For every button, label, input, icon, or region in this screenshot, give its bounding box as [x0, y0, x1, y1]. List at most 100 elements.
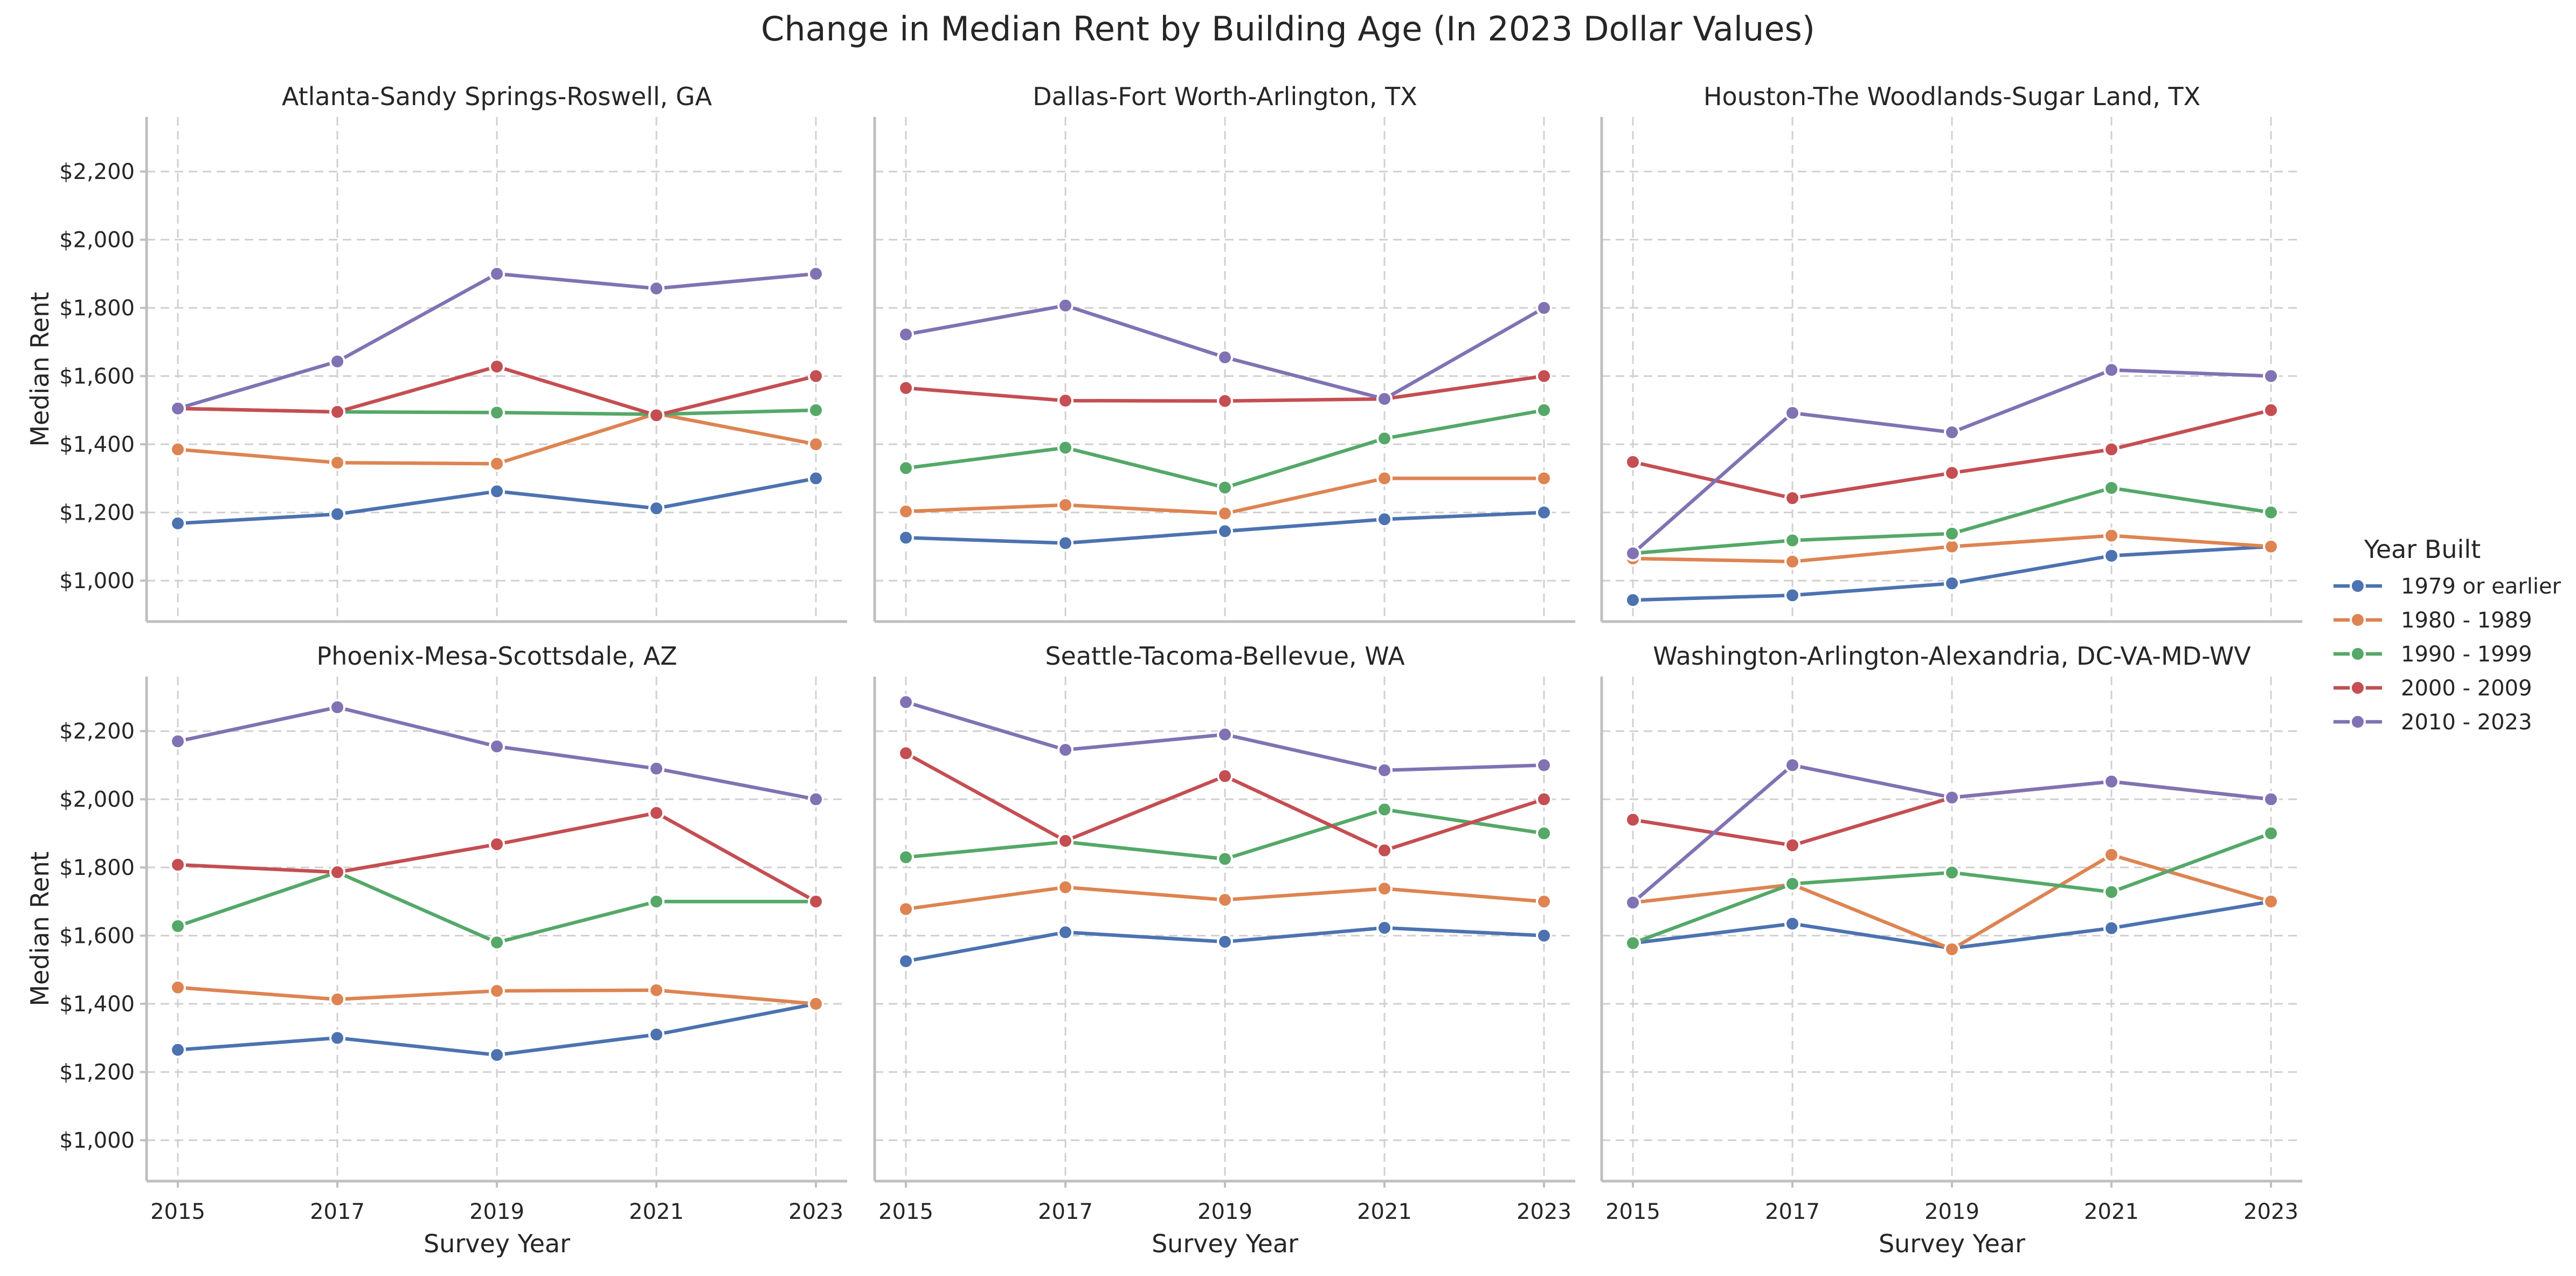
x-tick-label: 2019 — [1924, 1199, 1979, 1224]
panel-title: Seattle-Tacoma-Bellevue, WA — [1045, 642, 1405, 671]
data-point — [1376, 762, 1393, 778]
legend-label: 1980 - 1989 — [2401, 608, 2532, 633]
data-point — [1217, 934, 1233, 950]
data-point — [1944, 789, 1960, 806]
data-point — [1217, 892, 1233, 908]
data-point — [2103, 773, 2120, 790]
data-point — [1376, 920, 1393, 936]
gridlines — [147, 117, 847, 622]
data-point — [1376, 880, 1393, 897]
data-point — [329, 699, 345, 715]
data-point — [1784, 915, 1801, 932]
series-group — [1625, 362, 2279, 562]
x-axis-label: Survey Year — [1152, 1229, 1298, 1258]
data-point — [1057, 535, 1074, 551]
y-tick-label: $1,600 — [59, 924, 135, 949]
y-tick-label: $1,800 — [59, 856, 135, 880]
x-tick-label: 2023 — [2243, 1199, 2298, 1224]
facet-grid: Atlanta-Sandy Springs-Roswell, GA $1,000 $… — [25, 82, 2302, 1258]
data-point — [1784, 532, 1801, 549]
panel-title: Phoenix-Mesa-Scottsdale, AZ — [316, 642, 677, 671]
x-tick-label: 2021 — [629, 1199, 684, 1224]
data-point — [170, 1042, 186, 1058]
data-point — [808, 791, 824, 808]
facet-panel: Houston-The Woodlands-Sugar Land, TX — [1600, 82, 2302, 623]
legend-swatch-marker — [2350, 714, 2366, 730]
y-tick-label: $1,400 — [59, 992, 135, 1017]
data-point — [489, 738, 505, 755]
data-point — [1536, 825, 1552, 842]
data-point — [1376, 511, 1393, 528]
data-point — [808, 436, 824, 453]
data-point — [1217, 392, 1233, 409]
data-point — [1536, 757, 1552, 774]
data-point — [329, 404, 345, 420]
data-point — [898, 380, 914, 396]
x-tick-label: 2015 — [878, 1199, 933, 1224]
y-axis-label: Median Rent — [25, 851, 54, 1006]
data-point — [1536, 504, 1552, 521]
data-point — [898, 953, 914, 970]
legend-label: 1979 or earlier — [2401, 574, 2561, 599]
series-group — [898, 402, 1552, 496]
series-group — [1625, 402, 2279, 507]
data-point — [898, 745, 914, 762]
data-point — [1057, 392, 1074, 409]
data-point — [1625, 811, 1641, 828]
data-point — [1784, 757, 1801, 774]
x-tick-label: 2021 — [1357, 1199, 1412, 1224]
data-point — [1536, 893, 1552, 910]
data-point — [1057, 741, 1074, 758]
panel-title: Washington-Arlington-Alexandria, DC-VA-M… — [1653, 642, 2251, 671]
x-tick-label: 2015 — [1605, 1199, 1660, 1224]
data-point — [1057, 832, 1074, 849]
data-point — [2103, 846, 2120, 863]
data-point — [1376, 391, 1393, 408]
y-tick-label: $2,000 — [59, 228, 135, 253]
facet-panel: Atlanta-Sandy Springs-Roswell, GA $1,000 $… — [25, 82, 847, 623]
data-point — [329, 991, 345, 1008]
series-group — [1625, 527, 2279, 570]
data-point — [489, 836, 505, 853]
x-tick-label: 2023 — [1516, 1199, 1571, 1224]
data-point — [2263, 825, 2279, 842]
data-point — [898, 503, 914, 520]
data-point — [1944, 525, 1960, 542]
data-point — [2263, 893, 2279, 910]
x-tick-label: 2017 — [310, 1199, 365, 1224]
data-point — [1536, 300, 1552, 316]
data-point — [489, 456, 505, 472]
data-point — [2103, 884, 2120, 900]
chart-title: Change in Median Rent by Building Age (I… — [761, 9, 1815, 49]
y-tick-label: $2,200 — [59, 719, 135, 744]
data-point — [489, 358, 505, 375]
series-group — [898, 920, 1552, 970]
data-point — [648, 804, 664, 821]
data-point — [329, 1030, 345, 1046]
data-point — [329, 353, 345, 370]
series-group — [1625, 825, 2279, 951]
y-tick-label: $2,000 — [59, 788, 135, 812]
data-point — [1944, 424, 1960, 440]
data-point — [808, 893, 824, 910]
gridlines — [875, 117, 1575, 622]
data-point — [1944, 941, 1960, 957]
series-group — [898, 745, 1552, 859]
data-point — [2263, 368, 2279, 384]
data-point — [1536, 470, 1552, 487]
data-point — [648, 982, 664, 998]
x-tick-label: 2021 — [2084, 1199, 2139, 1224]
data-point — [170, 441, 186, 458]
series-group — [898, 504, 1552, 551]
data-point — [170, 733, 186, 750]
x-tick-label: 2017 — [1038, 1199, 1093, 1224]
data-point — [648, 407, 664, 424]
data-point — [1784, 553, 1801, 570]
data-point — [898, 326, 914, 343]
data-point — [1376, 801, 1393, 818]
series-group — [1625, 773, 2279, 854]
data-point — [898, 460, 914, 477]
data-point — [1784, 875, 1801, 892]
panel-title: Dallas-Fort Worth-Arlington, TX — [1033, 82, 1417, 111]
